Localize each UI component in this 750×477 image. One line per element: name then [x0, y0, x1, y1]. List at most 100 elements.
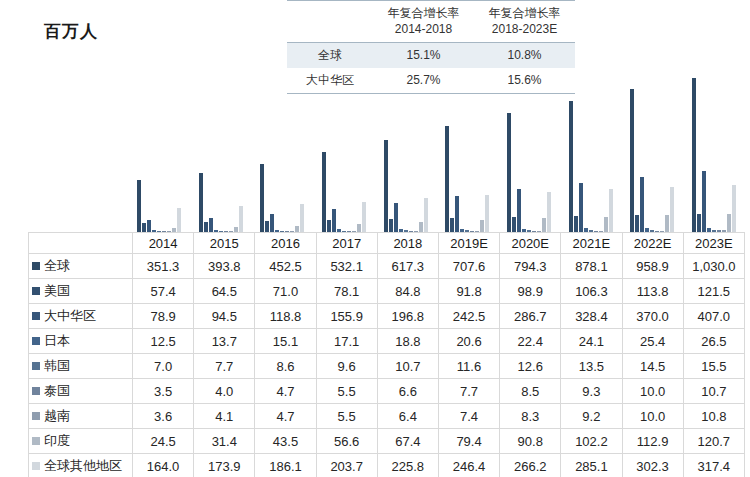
- value-cell-越南-2019E: 7.4: [438, 404, 499, 429]
- bar-大中华区-2020E: [517, 189, 521, 232]
- series-color-icon: [32, 462, 40, 470]
- value-cell-越南-2017: 5.5: [316, 404, 377, 429]
- value-cell-全球-2016: 452.5: [255, 254, 316, 279]
- value-cell-全球-2015: 393.8: [194, 254, 255, 279]
- bar-大中华区-2022E: [640, 177, 644, 232]
- bar-group-2014: [128, 70, 190, 232]
- value-cell-大中华区-2017: 155.9: [316, 304, 377, 329]
- table-row-韩国: 韩国7.07.78.69.610.711.612.613.514.515.5: [29, 354, 745, 379]
- series-color-icon: [32, 362, 40, 370]
- bar-美国-2020E: [512, 217, 516, 232]
- year-header-row: 201420152016201720182019E2020E2021E2022E…: [29, 233, 745, 254]
- series-label-cell: 印度: [29, 429, 133, 454]
- bar-大中华区-2017: [332, 209, 336, 232]
- year-header-2020E: 2020E: [500, 233, 561, 254]
- bar-大中华区-2021E: [579, 183, 583, 232]
- value-cell-越南-2015: 4.1: [194, 404, 255, 429]
- bar-大中华区-2014: [147, 220, 151, 232]
- bar-印度-2022E: [665, 215, 669, 232]
- value-cell-印度-2020E: 90.8: [500, 429, 561, 454]
- value-cell-日本-2018: 18.8: [377, 329, 438, 354]
- bar-全球其他地区-2014: [177, 208, 181, 233]
- table-row-美国: 美国57.464.571.078.184.891.898.9106.3113.8…: [29, 279, 745, 304]
- cagr-global-2018-2023: 10.8%: [474, 48, 575, 64]
- value-cell-全球其他地区-2022E: 302.3: [622, 454, 683, 477]
- value-cell-美国-2016: 71.0: [255, 279, 316, 304]
- bar-大中华区-2023E: [702, 171, 706, 232]
- value-cell-越南-2022E: 10.0: [622, 404, 683, 429]
- value-cell-日本-2017: 17.1: [316, 329, 377, 354]
- value-cell-全球-2020E: 794.3: [500, 254, 561, 279]
- cagr-col2-period: 2018-2023E: [474, 22, 575, 38]
- bar-全球其他地区-2023E: [732, 185, 736, 233]
- value-cell-泰国-2021E: 9.3: [561, 379, 622, 404]
- value-cell-韩国-2023E: 15.5: [683, 354, 744, 379]
- value-cell-越南-2023E: 10.8: [683, 404, 744, 429]
- year-header-2014: 2014: [133, 233, 194, 254]
- value-cell-大中华区-2021E: 328.4: [561, 304, 622, 329]
- value-cell-韩国-2017: 9.6: [316, 354, 377, 379]
- series-color-icon: [32, 287, 40, 295]
- year-header-2021E: 2021E: [561, 233, 622, 254]
- bar-美国-2019E: [450, 218, 454, 232]
- bar-美国-2016: [265, 221, 269, 232]
- bar-美国-2017: [327, 220, 331, 232]
- bar-全球-2022E: [630, 89, 634, 232]
- value-cell-大中华区-2016: 118.8: [255, 304, 316, 329]
- chart-unit-label: 百万人: [44, 20, 98, 43]
- series-label-cell: 韩国: [29, 354, 133, 379]
- value-cell-大中华区-2020E: 286.7: [500, 304, 561, 329]
- bar-大中华区-2019E: [455, 196, 459, 232]
- bar-大中华区-2016: [270, 214, 274, 232]
- value-cell-越南-2021E: 9.2: [561, 404, 622, 429]
- value-cell-韩国-2014: 7.0: [133, 354, 194, 379]
- cagr-row-global-label: 全球: [287, 48, 373, 64]
- cagr-col2-title: 年复合增长率: [474, 6, 575, 22]
- bar-大中华区-2015: [209, 218, 213, 232]
- value-cell-全球其他地区-2014: 164.0: [133, 454, 194, 477]
- bar-印度-2020E: [542, 218, 546, 232]
- bar-group-2022E: [622, 70, 684, 232]
- value-cell-大中华区-2023E: 407.0: [683, 304, 744, 329]
- table-row-泰国: 泰国3.54.04.75.56.67.78.59.310.010.7: [29, 379, 745, 404]
- year-header-2022E: 2022E: [622, 233, 683, 254]
- series-label: 泰国: [44, 383, 70, 398]
- value-cell-全球-2022E: 958.9: [622, 254, 683, 279]
- value-cell-日本-2014: 12.5: [133, 329, 194, 354]
- bar-全球-2018: [384, 140, 388, 232]
- bar-group-2019E: [437, 70, 499, 232]
- bar-group-2023E: [683, 70, 745, 232]
- value-cell-印度-2016: 43.5: [255, 429, 316, 454]
- bar-印度-2018: [419, 222, 423, 232]
- value-cell-日本-2021E: 24.1: [561, 329, 622, 354]
- bar-全球-2021E: [569, 101, 573, 232]
- cagr-global-2014-2018: 15.1%: [373, 48, 474, 64]
- series-label-cell: 越南: [29, 404, 133, 429]
- value-cell-全球-2019E: 707.6: [438, 254, 499, 279]
- value-cell-泰国-2016: 4.7: [255, 379, 316, 404]
- bar-全球-2014: [137, 180, 141, 233]
- cagr-col2-header: 年复合增长率 2018-2023E: [474, 6, 575, 37]
- bar-全球-2023E: [692, 78, 696, 232]
- label-column-header: [29, 233, 133, 254]
- series-color-icon: [32, 337, 40, 345]
- bar-group-2016: [251, 70, 313, 232]
- series-label-cell: 大中华区: [29, 304, 133, 329]
- value-cell-大中华区-2018: 196.8: [377, 304, 438, 329]
- value-cell-全球-2021E: 878.1: [561, 254, 622, 279]
- series-label-cell: 全球其他地区: [29, 454, 133, 477]
- value-cell-全球其他地区-2021E: 285.1: [561, 454, 622, 477]
- bar-全球-2017: [322, 152, 326, 232]
- value-cell-印度-2015: 31.4: [194, 429, 255, 454]
- series-label: 日本: [44, 333, 70, 348]
- value-cell-全球其他地区-2018: 225.8: [377, 454, 438, 477]
- value-cell-韩国-2022E: 14.5: [622, 354, 683, 379]
- value-cell-韩国-2021E: 13.5: [561, 354, 622, 379]
- bar-全球-2019E: [445, 126, 449, 232]
- bar-group-2020E: [498, 70, 560, 232]
- bar-全球其他地区-2015: [239, 206, 243, 232]
- value-cell-泰国-2019E: 7.7: [438, 379, 499, 404]
- value-cell-美国-2014: 57.4: [133, 279, 194, 304]
- bar-印度-2021E: [604, 217, 608, 232]
- series-label: 越南: [44, 408, 70, 423]
